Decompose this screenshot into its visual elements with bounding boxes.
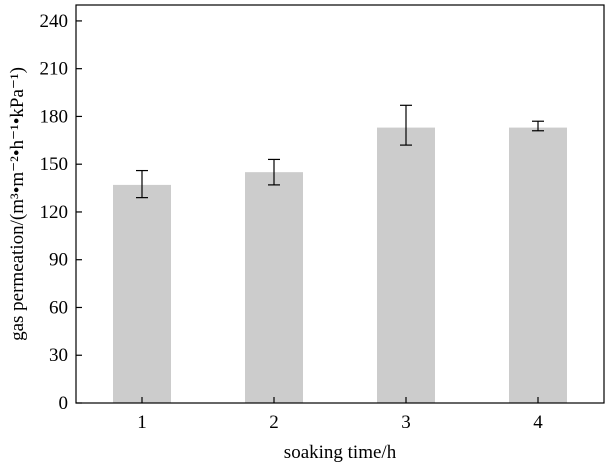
plot-frame xyxy=(75,4,605,404)
bar-3 xyxy=(377,127,435,404)
y-axis-label: gas permeation/(m³•m⁻²•h⁻¹•kPa⁻¹) xyxy=(7,67,28,341)
y-tick-label: 180 xyxy=(40,106,69,127)
bar-4 xyxy=(509,127,567,404)
error-bar-3 xyxy=(400,104,412,146)
error-bars-layer xyxy=(136,104,544,199)
x-tick-label: 3 xyxy=(401,412,411,433)
x-tick-label: 2 xyxy=(269,412,279,433)
y-tick-label: 60 xyxy=(49,297,68,318)
x-tick-label: 1 xyxy=(137,412,147,433)
y-tick-label: 90 xyxy=(49,250,68,271)
y-tick-label: 210 xyxy=(40,59,69,80)
error-bar-4 xyxy=(532,120,544,132)
y-tick-label: 0 xyxy=(59,393,69,414)
y-tick-label: 120 xyxy=(40,202,69,223)
bar-2 xyxy=(245,172,303,403)
error-bar-2 xyxy=(268,158,280,186)
bars-layer xyxy=(113,127,567,404)
x-axis-ticks: 1 2 3 4 xyxy=(137,397,543,433)
y-tick-label: 30 xyxy=(49,345,68,366)
bar-1 xyxy=(113,184,171,403)
y-tick-label: 150 xyxy=(40,154,69,175)
error-bar-1 xyxy=(136,169,148,199)
y-axis-ticks: 0 30 60 90 120 150 180 210 240 xyxy=(40,11,82,414)
x-tick-label: 4 xyxy=(533,412,543,433)
y-tick-label: 240 xyxy=(40,11,69,32)
x-axis-label: soaking time/h xyxy=(284,442,397,463)
